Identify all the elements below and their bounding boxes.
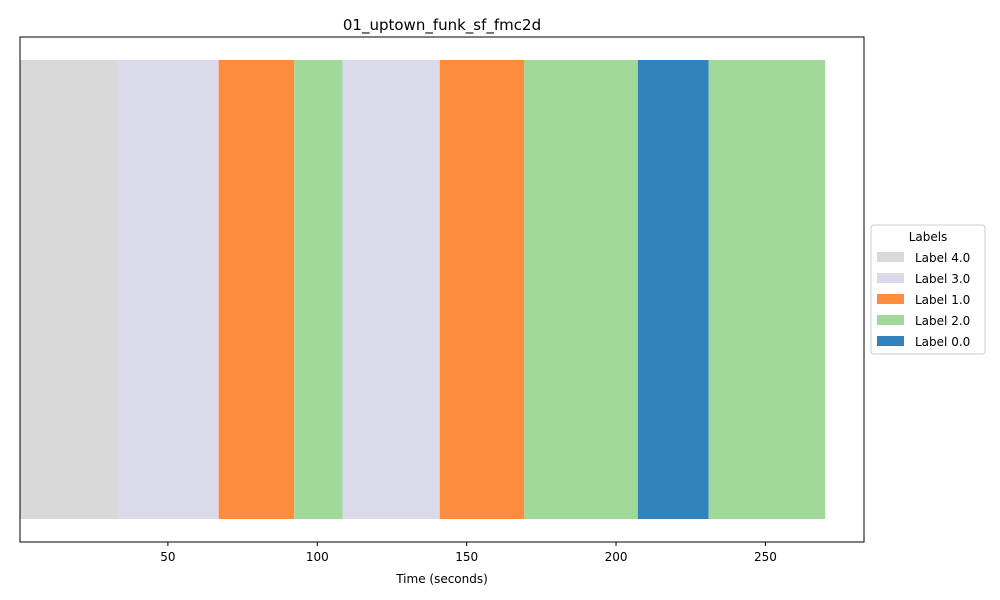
segment-bar-1 [20,60,119,519]
x-tick-label-5: 250 [754,550,777,564]
segments-layer [20,60,826,519]
legend-label-2: Label 3.0 [915,272,970,286]
legend-swatch-5 [877,336,904,346]
segment-bar-2 [118,60,219,519]
segment-bar-9 [708,60,826,519]
segment-bar-5 [342,60,440,519]
plot-frame [19,36,865,543]
x-tick-label-1: 50 [160,550,175,564]
legend-swatch-1 [877,252,904,262]
legend-label-4: Label 2.0 [915,314,970,328]
x-tick-label-2: 100 [306,550,329,564]
segment-bar-4 [294,60,343,519]
legend-swatch-2 [877,273,904,283]
segment-bar-3 [218,60,295,519]
x-axis-label: Time (seconds) [395,572,488,586]
segment-bar-6 [439,60,525,519]
x-axis-ticks: 50 100 150 200 250 [160,542,777,564]
legend-entries: Label 4.0 Label 3.0 Label 1.0 Label 2.0 Labe… [877,251,970,349]
legend-title: Labels [909,230,948,244]
legend-label-5: Label 0.0 [915,335,970,349]
chart-title: 01_uptown_funk_sf_fmc2d [343,16,541,35]
legend-swatch-3 [877,294,904,304]
x-tick-label-3: 150 [455,550,478,564]
segment-bar-7 [524,60,638,519]
x-tick-label-4: 200 [605,550,628,564]
legend-swatch-4 [877,315,904,325]
segment-bar-8 [637,60,709,519]
legend-label-3: Label 1.0 [915,293,970,307]
legend-label-1: Label 4.0 [915,251,970,265]
